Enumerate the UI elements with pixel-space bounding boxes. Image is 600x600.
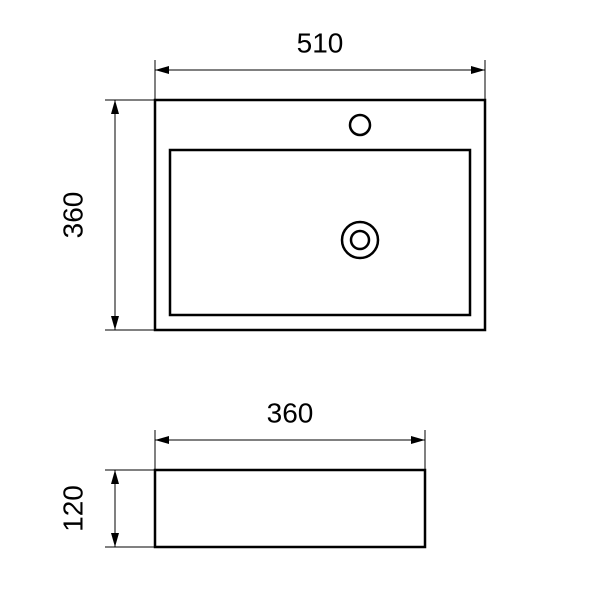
dim-label-510: 510: [297, 27, 344, 58]
drain-inner: [351, 231, 369, 249]
tap-hole: [350, 115, 370, 135]
arrowhead: [411, 436, 425, 444]
top-view-inner-basin: [170, 150, 470, 315]
arrowhead: [111, 470, 119, 484]
side-view-outer: [155, 470, 425, 547]
arrowhead: [111, 533, 119, 547]
arrowhead: [155, 436, 169, 444]
dim-label-120: 120: [57, 485, 88, 532]
arrowhead: [155, 66, 169, 74]
dim-label-360-h: 360: [267, 397, 314, 428]
arrowhead: [111, 316, 119, 330]
arrowhead: [471, 66, 485, 74]
drain-outer: [342, 222, 378, 258]
top-view-outer: [155, 100, 485, 330]
dim-label-360-v: 360: [57, 192, 88, 239]
arrowhead: [111, 100, 119, 114]
technical-drawing: 510 360 360 120: [0, 0, 600, 600]
